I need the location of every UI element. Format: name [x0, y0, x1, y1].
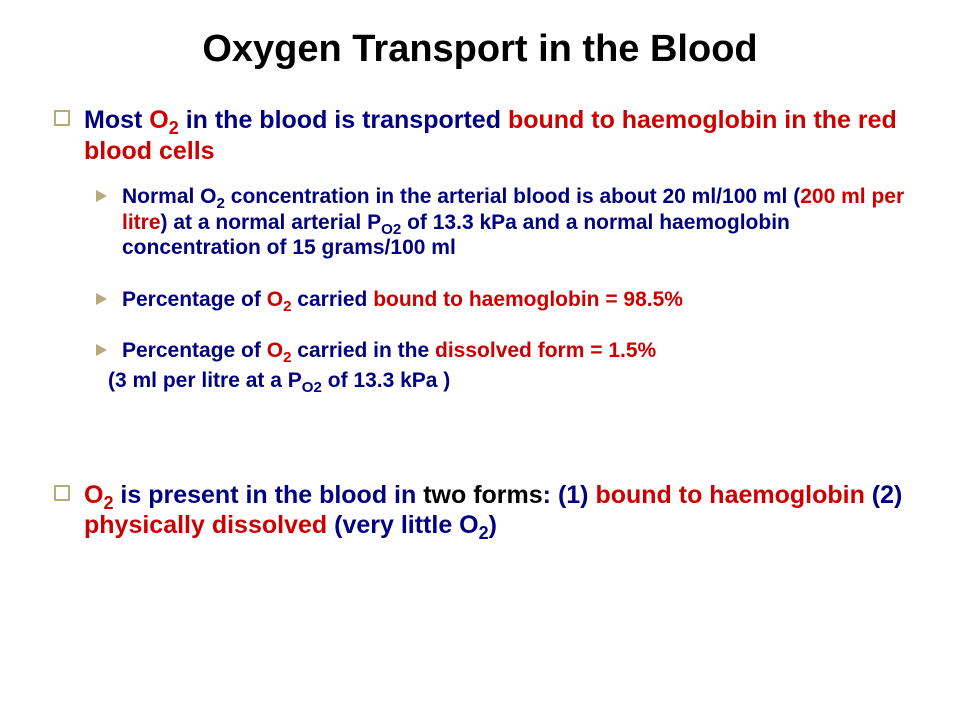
- p2-e: bound to haemoglobin: [595, 481, 871, 509]
- p2-f: (2): [872, 481, 903, 509]
- note-a-sub: O2: [302, 379, 322, 396]
- p2-c: two forms: [423, 481, 542, 509]
- s1-b: concentration in the arterial blood is a…: [225, 185, 800, 208]
- s3-c: carried in the: [291, 339, 435, 362]
- p1-part-b: O2: [149, 106, 178, 134]
- s1-a-text: Normal O: [122, 185, 217, 208]
- p2-a-sub: 2: [103, 493, 113, 513]
- note-b: of 13.3 kPa ): [322, 369, 450, 392]
- p1-part-a: Most: [84, 106, 149, 134]
- note-a: (3 ml per litre at a PO2: [108, 369, 322, 392]
- s2-b-text: O: [267, 288, 283, 311]
- s1-d: ) at a normal arterial PO2: [161, 211, 402, 234]
- p1-sub: 2: [169, 118, 179, 138]
- p2-i: ): [489, 511, 497, 539]
- sub-bullet-2: Percentage of O2 carried bound to haemog…: [96, 287, 910, 313]
- slide: Oxygen Transport in the Blood Most O2 in…: [0, 0, 960, 720]
- p1-o: O: [149, 106, 168, 134]
- sub-bullet-3-note: (3 ml per litre at a PO2 of 13.3 kPa ): [50, 368, 910, 394]
- s3-b-text: O: [267, 339, 283, 362]
- p2-a-text: O: [84, 481, 103, 509]
- bullet-1: Most O2 in the blood is transported boun…: [50, 105, 910, 166]
- s3-a: Percentage of: [122, 339, 267, 362]
- s2-b: O2: [267, 288, 292, 311]
- p2-b: is present in the blood in: [113, 481, 423, 509]
- p1-part-c: in the blood is transported: [179, 106, 508, 134]
- s2-a: Percentage of: [122, 288, 267, 311]
- p2-h-text: (very little O: [334, 511, 479, 539]
- p2-d: : (1): [543, 481, 596, 509]
- sub-bullet-list: Normal O2 concentration in the arterial …: [50, 184, 910, 364]
- slide-title: Oxygen Transport in the Blood: [50, 28, 910, 71]
- p2-g: physically dissolved: [84, 511, 334, 539]
- s3-b: O2: [267, 339, 292, 362]
- spacer: [50, 420, 910, 480]
- bullet-2: O2 is present in the blood in two forms:…: [50, 480, 910, 541]
- s2-d: bound to haemoglobin = 98.5%: [373, 288, 683, 311]
- s3-d: dissolved form = 1.5%: [435, 339, 656, 362]
- p2-h: (very little O2: [334, 511, 489, 539]
- s1-a: Normal O2: [122, 185, 225, 208]
- top-bullet-list: Most O2 in the blood is transported boun…: [50, 105, 910, 166]
- sub-bullet-1: Normal O2 concentration in the arterial …: [96, 184, 910, 261]
- p2-h-sub: 2: [479, 523, 489, 543]
- bottom-bullet-list: O2 is present in the blood in two forms:…: [50, 480, 910, 541]
- sub-bullet-3: Percentage of O2 carried in the dissolve…: [96, 338, 910, 364]
- s1-d-text: ) at a normal arterial P: [161, 211, 382, 234]
- p2-a: O2: [84, 481, 113, 509]
- note-a-text: (3 ml per litre at a P: [108, 369, 302, 392]
- s2-c: carried: [291, 288, 373, 311]
